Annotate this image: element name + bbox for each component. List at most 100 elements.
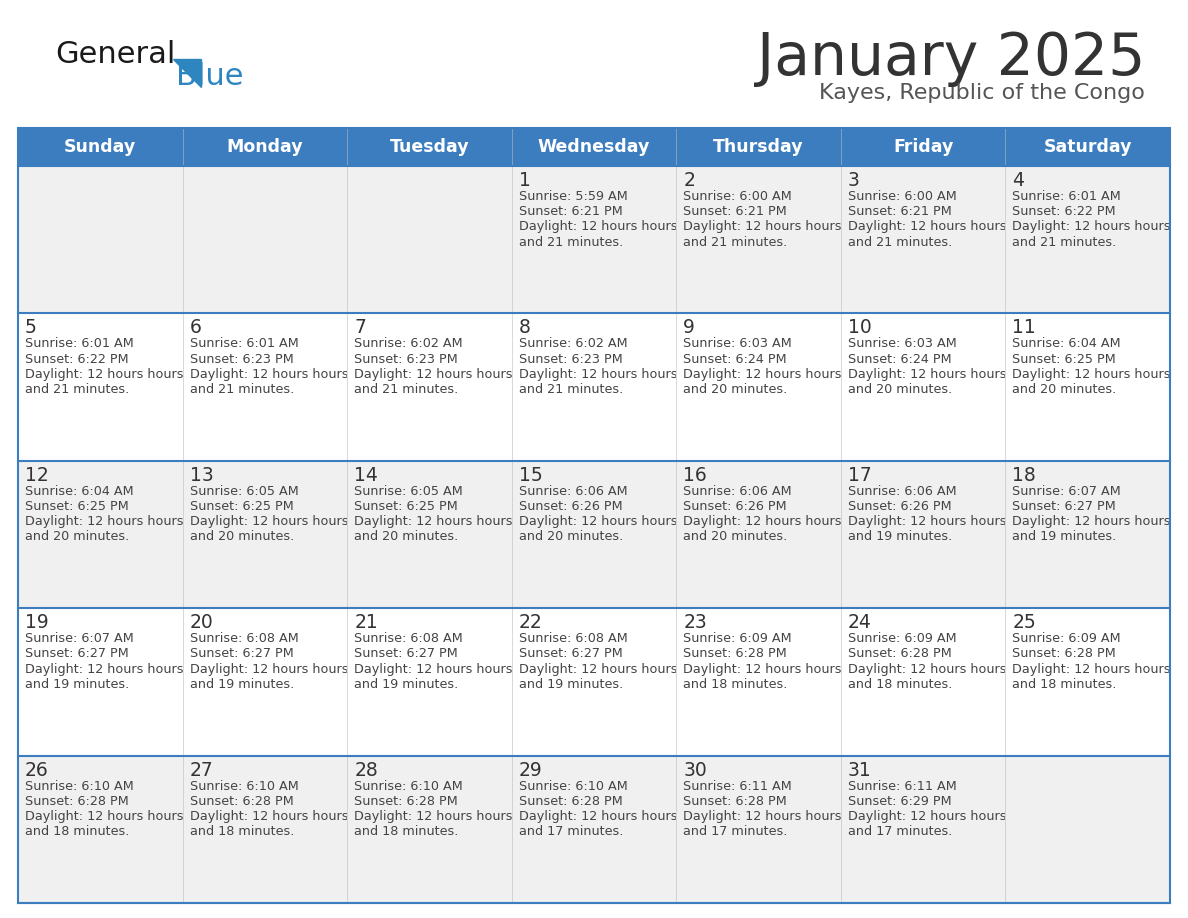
Text: 26: 26 [25, 761, 49, 779]
Text: and 19 minutes.: and 19 minutes. [519, 677, 623, 691]
Text: 12: 12 [25, 465, 49, 485]
Bar [18, 609, 1170, 756]
Text: General: General [55, 40, 176, 69]
Bar [347, 128, 512, 166]
Text: and 19 minutes.: and 19 minutes. [354, 677, 459, 691]
Text: Sunset: 6:27 PM: Sunset: 6:27 PM [25, 647, 128, 660]
Text: 28: 28 [354, 761, 378, 779]
Text: Sunset: 6:27 PM: Sunset: 6:27 PM [519, 647, 623, 660]
Text: 31: 31 [848, 761, 872, 779]
Bar [18, 128, 1170, 903]
Text: Sunrise: 6:07 AM: Sunrise: 6:07 AM [1012, 485, 1121, 498]
Text: Sunset: 6:23 PM: Sunset: 6:23 PM [354, 353, 457, 365]
Text: Sunrise: 6:06 AM: Sunrise: 6:06 AM [683, 485, 792, 498]
Text: Daylight: 12 hours hours: Daylight: 12 hours hours [519, 368, 677, 381]
Text: 3: 3 [848, 171, 860, 190]
Text: 22: 22 [519, 613, 543, 633]
Text: Sunrise: 6:10 AM: Sunrise: 6:10 AM [519, 779, 627, 792]
Text: Sunrise: 6:06 AM: Sunrise: 6:06 AM [519, 485, 627, 498]
Text: 15: 15 [519, 465, 543, 485]
Text: Daylight: 12 hours hours: Daylight: 12 hours hours [25, 368, 183, 381]
Text: and 21 minutes.: and 21 minutes. [354, 383, 459, 396]
Text: Daylight: 12 hours hours: Daylight: 12 hours hours [848, 810, 1006, 823]
Text: Sunset: 6:29 PM: Sunset: 6:29 PM [848, 795, 952, 808]
Text: Sunday: Sunday [64, 138, 137, 156]
Text: Sunset: 6:22 PM: Sunset: 6:22 PM [1012, 206, 1116, 218]
Text: Daylight: 12 hours hours: Daylight: 12 hours hours [848, 368, 1006, 381]
Text: Sunset: 6:23 PM: Sunset: 6:23 PM [190, 353, 293, 365]
Text: and 20 minutes.: and 20 minutes. [683, 531, 788, 543]
Text: Daylight: 12 hours hours: Daylight: 12 hours hours [683, 810, 842, 823]
Text: Sunset: 6:25 PM: Sunset: 6:25 PM [25, 500, 128, 513]
Text: 1: 1 [519, 171, 531, 190]
Text: 18: 18 [1012, 465, 1036, 485]
Text: 13: 13 [190, 465, 214, 485]
Bar [18, 313, 1170, 461]
Text: Sunrise: 6:10 AM: Sunrise: 6:10 AM [190, 779, 298, 792]
Text: and 18 minutes.: and 18 minutes. [190, 825, 293, 838]
Text: Daylight: 12 hours hours: Daylight: 12 hours hours [25, 810, 183, 823]
Text: Daylight: 12 hours hours: Daylight: 12 hours hours [354, 810, 513, 823]
Text: Sunset: 6:21 PM: Sunset: 6:21 PM [848, 206, 952, 218]
Text: Daylight: 12 hours hours: Daylight: 12 hours hours [519, 220, 677, 233]
Text: and 17 minutes.: and 17 minutes. [683, 825, 788, 838]
Text: 16: 16 [683, 465, 707, 485]
Text: and 21 minutes.: and 21 minutes. [1012, 236, 1117, 249]
Text: 9: 9 [683, 319, 695, 338]
Text: Sunset: 6:27 PM: Sunset: 6:27 PM [354, 647, 457, 660]
Text: Sunset: 6:21 PM: Sunset: 6:21 PM [683, 206, 786, 218]
Text: Daylight: 12 hours hours: Daylight: 12 hours hours [848, 663, 1006, 676]
Polygon shape [173, 59, 201, 87]
Bar [18, 166, 1170, 313]
Text: Sunset: 6:26 PM: Sunset: 6:26 PM [848, 500, 952, 513]
Text: and 21 minutes.: and 21 minutes. [519, 383, 623, 396]
Bar [1005, 128, 1170, 166]
Text: and 21 minutes.: and 21 minutes. [519, 236, 623, 249]
Text: Daylight: 12 hours hours: Daylight: 12 hours hours [683, 515, 842, 528]
Text: 7: 7 [354, 319, 366, 338]
Text: Blue: Blue [176, 62, 244, 91]
Text: Sunset: 6:28 PM: Sunset: 6:28 PM [683, 795, 786, 808]
Text: Sunrise: 6:04 AM: Sunrise: 6:04 AM [25, 485, 133, 498]
Text: Daylight: 12 hours hours: Daylight: 12 hours hours [354, 515, 513, 528]
Text: 23: 23 [683, 613, 707, 633]
Text: Sunrise: 6:11 AM: Sunrise: 6:11 AM [683, 779, 792, 792]
Text: Sunset: 6:28 PM: Sunset: 6:28 PM [25, 795, 128, 808]
Text: Daylight: 12 hours hours: Daylight: 12 hours hours [683, 368, 842, 381]
Text: Tuesday: Tuesday [390, 138, 469, 156]
Text: Sunset: 6:28 PM: Sunset: 6:28 PM [683, 647, 786, 660]
Text: Sunrise: 6:05 AM: Sunrise: 6:05 AM [354, 485, 463, 498]
Text: Sunrise: 6:07 AM: Sunrise: 6:07 AM [25, 633, 134, 645]
Text: Daylight: 12 hours hours: Daylight: 12 hours hours [190, 663, 348, 676]
Text: Daylight: 12 hours hours: Daylight: 12 hours hours [25, 663, 183, 676]
Text: and 21 minutes.: and 21 minutes. [190, 383, 293, 396]
Text: Sunrise: 6:08 AM: Sunrise: 6:08 AM [519, 633, 627, 645]
Text: Sunrise: 6:11 AM: Sunrise: 6:11 AM [848, 779, 956, 792]
Text: Sunrise: 6:08 AM: Sunrise: 6:08 AM [190, 633, 298, 645]
Text: 25: 25 [1012, 613, 1036, 633]
Text: Sunset: 6:25 PM: Sunset: 6:25 PM [190, 500, 293, 513]
Text: and 20 minutes.: and 20 minutes. [25, 531, 129, 543]
Text: and 20 minutes.: and 20 minutes. [848, 383, 952, 396]
Text: January 2025: January 2025 [757, 30, 1145, 87]
Text: Daylight: 12 hours hours: Daylight: 12 hours hours [190, 810, 348, 823]
Text: Daylight: 12 hours hours: Daylight: 12 hours hours [1012, 515, 1171, 528]
Text: 21: 21 [354, 613, 378, 633]
Text: 17: 17 [848, 465, 872, 485]
Text: and 18 minutes.: and 18 minutes. [848, 677, 953, 691]
Text: and 19 minutes.: and 19 minutes. [190, 677, 293, 691]
Text: and 21 minutes.: and 21 minutes. [25, 383, 129, 396]
Text: 29: 29 [519, 761, 543, 779]
Text: and 18 minutes.: and 18 minutes. [25, 825, 129, 838]
Bar [18, 756, 1170, 903]
Text: Daylight: 12 hours hours: Daylight: 12 hours hours [354, 368, 513, 381]
Text: 27: 27 [190, 761, 214, 779]
Text: Daylight: 12 hours hours: Daylight: 12 hours hours [1012, 220, 1171, 233]
Text: Sunset: 6:27 PM: Sunset: 6:27 PM [1012, 500, 1117, 513]
Bar [183, 128, 347, 166]
Text: and 19 minutes.: and 19 minutes. [1012, 531, 1117, 543]
Text: Sunrise: 6:03 AM: Sunrise: 6:03 AM [848, 338, 956, 351]
Text: and 17 minutes.: and 17 minutes. [848, 825, 953, 838]
Text: 8: 8 [519, 319, 531, 338]
Text: 11: 11 [1012, 319, 1036, 338]
